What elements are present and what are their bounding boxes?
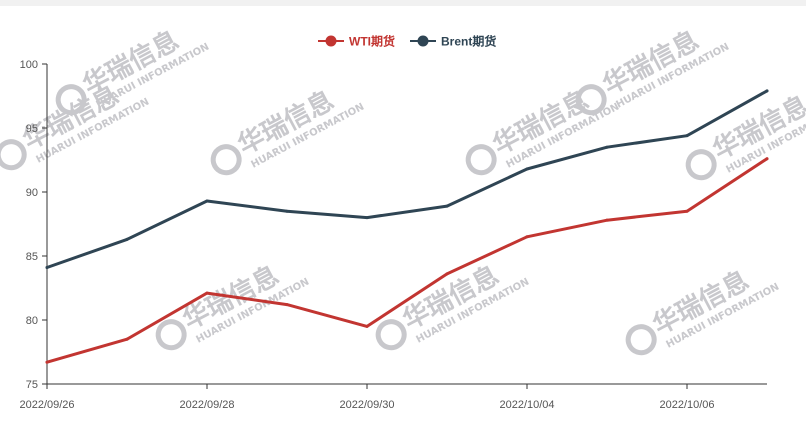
watermark-logo-icon [210, 144, 242, 176]
series-line-0[interactable] [45, 157, 769, 364]
legend-marker-icon [325, 35, 337, 47]
legend-item[interactable]: WTI期货 [318, 34, 395, 49]
y-tick-label: 85 [26, 251, 38, 263]
data-point[interactable] [125, 237, 129, 241]
watermark-logo-icon [155, 319, 187, 351]
data-point[interactable] [205, 199, 209, 203]
legend-label: Brent期货 [441, 34, 496, 49]
legend[interactable]: WTI期货 Brent期货 [318, 34, 496, 49]
x-tick-label: 2022/09/30 [339, 399, 394, 411]
data-point[interactable] [45, 360, 49, 364]
watermark-logo-icon [625, 324, 657, 356]
data-point[interactable] [445, 272, 449, 276]
watermark-logo-icon [55, 84, 87, 116]
data-point[interactable] [285, 209, 289, 213]
data-point[interactable] [605, 145, 609, 149]
data-point[interactable] [525, 235, 529, 239]
y-tick-label: 95 [26, 123, 38, 135]
y-tick-label: 80 [26, 315, 38, 327]
x-tick-label: 2022/10/04 [499, 399, 554, 411]
data-point[interactable] [365, 324, 369, 328]
y-tick-label: 90 [26, 187, 38, 199]
watermark-logo-icon [685, 149, 717, 181]
data-point[interactable] [125, 337, 129, 341]
data-point[interactable] [765, 157, 769, 161]
y-tick-label: 75 [26, 379, 38, 391]
data-point[interactable] [365, 216, 369, 220]
series-layer [45, 89, 769, 364]
x-tick-label: 2022/10/06 [659, 399, 714, 411]
top-bar [0, 0, 806, 6]
series-line-1[interactable] [45, 89, 769, 269]
data-point[interactable] [205, 291, 209, 295]
legend-item[interactable]: Brent期货 [410, 34, 496, 49]
axes: 75 80 85 90 95 100 2022/09/26 2022/09/28 2022/09… [19, 59, 767, 411]
y-tick-label: 100 [20, 59, 38, 71]
data-point[interactable] [525, 167, 529, 171]
watermark-logo-icon [375, 319, 407, 351]
x-tick-label: 2022/09/28 [179, 399, 234, 411]
data-point[interactable] [45, 266, 49, 270]
data-point[interactable] [685, 209, 689, 213]
data-point[interactable] [605, 218, 609, 222]
data-point[interactable] [285, 303, 289, 307]
data-point[interactable] [685, 134, 689, 138]
data-point[interactable] [765, 89, 769, 93]
watermark-logo-icon [0, 139, 27, 171]
x-tick-label: 2022/09/26 [19, 399, 74, 411]
data-point[interactable] [445, 204, 449, 208]
legend-label: WTI期货 [349, 34, 395, 49]
legend-marker-icon [417, 35, 429, 47]
watermark-logo-icon [465, 144, 497, 176]
watermark-logo-icon [575, 84, 607, 116]
